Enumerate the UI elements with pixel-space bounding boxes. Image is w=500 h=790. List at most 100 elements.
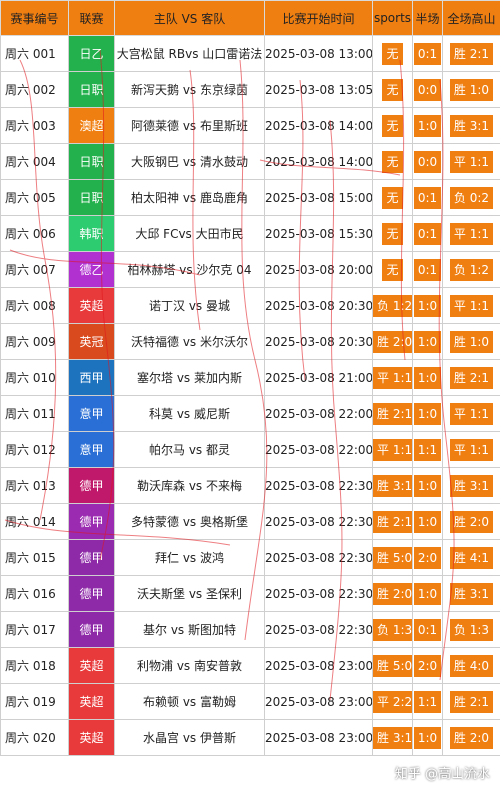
cell-full: 平 1:1 <box>442 287 500 324</box>
cell-half-badge: 1:0 <box>413 726 442 749</box>
cell-sports-badge: 无 <box>382 42 403 65</box>
cell-half-badge: 0:1 <box>413 258 442 281</box>
cell-sports-badge: 无 <box>382 78 403 101</box>
cell-league: 英超 <box>68 683 115 720</box>
cell-half-badge: 1:1 <box>413 690 442 713</box>
cell-code: 周六 016 <box>0 575 69 612</box>
cell-match: 勒沃库森 vs 不来梅 <box>114 467 265 504</box>
cell-code: 周六 004 <box>0 143 69 180</box>
cell-half-badge: 1:0 <box>413 582 442 605</box>
cell-full-badge: 负 1:3 <box>449 618 494 641</box>
cell-code: 周六 020 <box>0 719 69 756</box>
cell-sports: 胜 2:1 <box>372 503 413 540</box>
cell-time: 2025-03-08 20:30 <box>264 323 373 360</box>
cell-sports-badge: 胜 2:1 <box>373 510 412 533</box>
cell-full-badge: 胜 2:1 <box>449 42 494 65</box>
table-row: 周六 015 德甲 拜仁 vs 波鸿 2025-03-08 22:30 胜 5:0 2:0… <box>0 539 500 576</box>
cell-match: 沃夫斯堡 vs 圣保利 <box>114 575 265 612</box>
cell-time: 2025-03-08 22:00 <box>264 395 373 432</box>
cell-sports: 平 1:1 <box>372 431 413 468</box>
cell-half: 1:0 <box>412 287 443 324</box>
cell-half-badge: 0:1 <box>413 618 442 641</box>
cell-code: 周六 003 <box>0 107 69 144</box>
cell-code: 周六 001 <box>0 35 69 72</box>
cell-league: 日职 <box>68 143 115 180</box>
cell-sports: 负 1:3 <box>372 611 413 648</box>
cell-match: 诺丁汉 vs 曼城 <box>114 287 265 324</box>
cell-half-badge: 1:0 <box>413 366 442 389</box>
cell-half: 1:0 <box>412 359 443 396</box>
cell-sports: 平 2:2 <box>372 683 413 720</box>
cell-time: 2025-03-08 23:00 <box>264 719 373 756</box>
cell-code: 周六 009 <box>0 323 69 360</box>
cell-full: 负 1:2 <box>442 251 500 288</box>
cell-league: 英超 <box>68 719 115 756</box>
cell-half-badge: 1:0 <box>413 402 442 425</box>
cell-sports: 负 1:2 <box>372 287 413 324</box>
cell-time: 2025-03-08 15:30 <box>264 215 373 252</box>
table-row: 周六 005 日职 柏太阳神 vs 鹿岛鹿角 2025-03-08 15:00 无 0:1… <box>0 179 500 216</box>
cell-full-badge: 胜 3:1 <box>449 582 494 605</box>
cell-full: 平 1:1 <box>442 395 500 432</box>
cell-full-badge: 平 1:1 <box>449 294 494 317</box>
cell-half: 0:0 <box>412 143 443 180</box>
table-row: 周六 011 意甲 科莫 vs 威尼斯 2025-03-08 22:00 胜 2:1 1:… <box>0 395 500 432</box>
cell-sports-badge: 无 <box>382 222 403 245</box>
cell-code: 周六 017 <box>0 611 69 648</box>
cell-full: 平 1:1 <box>442 215 500 252</box>
cell-sports: 平 1:1 <box>372 359 413 396</box>
cell-half: 1:1 <box>412 431 443 468</box>
cell-full-badge: 胜 2:1 <box>449 690 494 713</box>
cell-half: 0:1 <box>412 35 443 72</box>
cell-sports-badge: 无 <box>382 114 403 137</box>
cell-sports: 无 <box>372 179 413 216</box>
cell-full-badge: 胜 3:1 <box>449 474 494 497</box>
cell-code: 周六 008 <box>0 287 69 324</box>
cell-code: 周六 002 <box>0 71 69 108</box>
cell-league: 韩职 <box>68 215 115 252</box>
cell-match: 大阪钢巴 vs 清水鼓动 <box>114 143 265 180</box>
cell-full-badge: 平 1:1 <box>449 222 494 245</box>
cell-time: 2025-03-08 14:00 <box>264 143 373 180</box>
cell-half-badge: 0:1 <box>413 42 442 65</box>
cell-match: 柏林赫塔 vs 沙尔克 04 <box>114 251 265 288</box>
table-row: 周六 009 英冠 沃特福德 vs 米尔沃尔 2025-03-08 20:30 胜 2:… <box>0 323 500 360</box>
cell-code: 周六 006 <box>0 215 69 252</box>
cell-full: 负 0:2 <box>442 179 500 216</box>
cell-match: 水晶宫 vs 伊普斯 <box>114 719 265 756</box>
cell-match: 阿德莱德 vs 布里斯班 <box>114 107 265 144</box>
table-row: 周六 013 德甲 勒沃库森 vs 不来梅 2025-03-08 22:30 胜 3:1… <box>0 467 500 504</box>
cell-full: 胜 4:0 <box>442 647 500 684</box>
cell-sports-badge: 胜 3:1 <box>373 474 412 497</box>
cell-time: 2025-03-08 20:30 <box>264 287 373 324</box>
cell-sports: 胜 5:0 <box>372 647 413 684</box>
table-row: 周六 020 英超 水晶宫 vs 伊普斯 2025-03-08 23:00 胜 3:1 1… <box>0 719 500 756</box>
cell-full: 平 1:1 <box>442 431 500 468</box>
cell-full-badge: 胜 4:0 <box>449 654 494 677</box>
cell-league: 英超 <box>68 287 115 324</box>
cell-half: 1:0 <box>412 395 443 432</box>
header-code: 赛事编号 <box>0 0 69 36</box>
header-row: 赛事编号 联赛 主队 VS 客队 比赛开始时间 sports 半场 全场高山 <box>0 0 500 36</box>
cell-match: 拜仁 vs 波鸿 <box>114 539 265 576</box>
match-table: 赛事编号 联赛 主队 VS 客队 比赛开始时间 sports 半场 全场高山 周… <box>0 0 500 756</box>
cell-code: 周六 011 <box>0 395 69 432</box>
cell-half: 1:0 <box>412 503 443 540</box>
cell-full: 胜 3:1 <box>442 575 500 612</box>
cell-league: 德甲 <box>68 503 115 540</box>
cell-time: 2025-03-08 21:00 <box>264 359 373 396</box>
cell-code: 周六 015 <box>0 539 69 576</box>
cell-full-badge: 平 1:1 <box>449 150 494 173</box>
cell-full: 胜 2:0 <box>442 719 500 756</box>
cell-sports: 无 <box>372 143 413 180</box>
cell-half: 1:1 <box>412 683 443 720</box>
cell-full: 胜 1:0 <box>442 323 500 360</box>
table-row: 周六 014 德甲 多特蒙德 vs 奥格斯堡 2025-03-08 22:30 胜 2:… <box>0 503 500 540</box>
cell-time: 2025-03-08 13:05 <box>264 71 373 108</box>
cell-sports-badge: 无 <box>382 258 403 281</box>
cell-half-badge: 0:1 <box>413 222 442 245</box>
cell-league: 德甲 <box>68 611 115 648</box>
cell-match: 新泻天鹅 vs 东京绿茵 <box>114 71 265 108</box>
cell-league: 日乙 <box>68 35 115 72</box>
cell-match: 柏太阳神 vs 鹿岛鹿角 <box>114 179 265 216</box>
